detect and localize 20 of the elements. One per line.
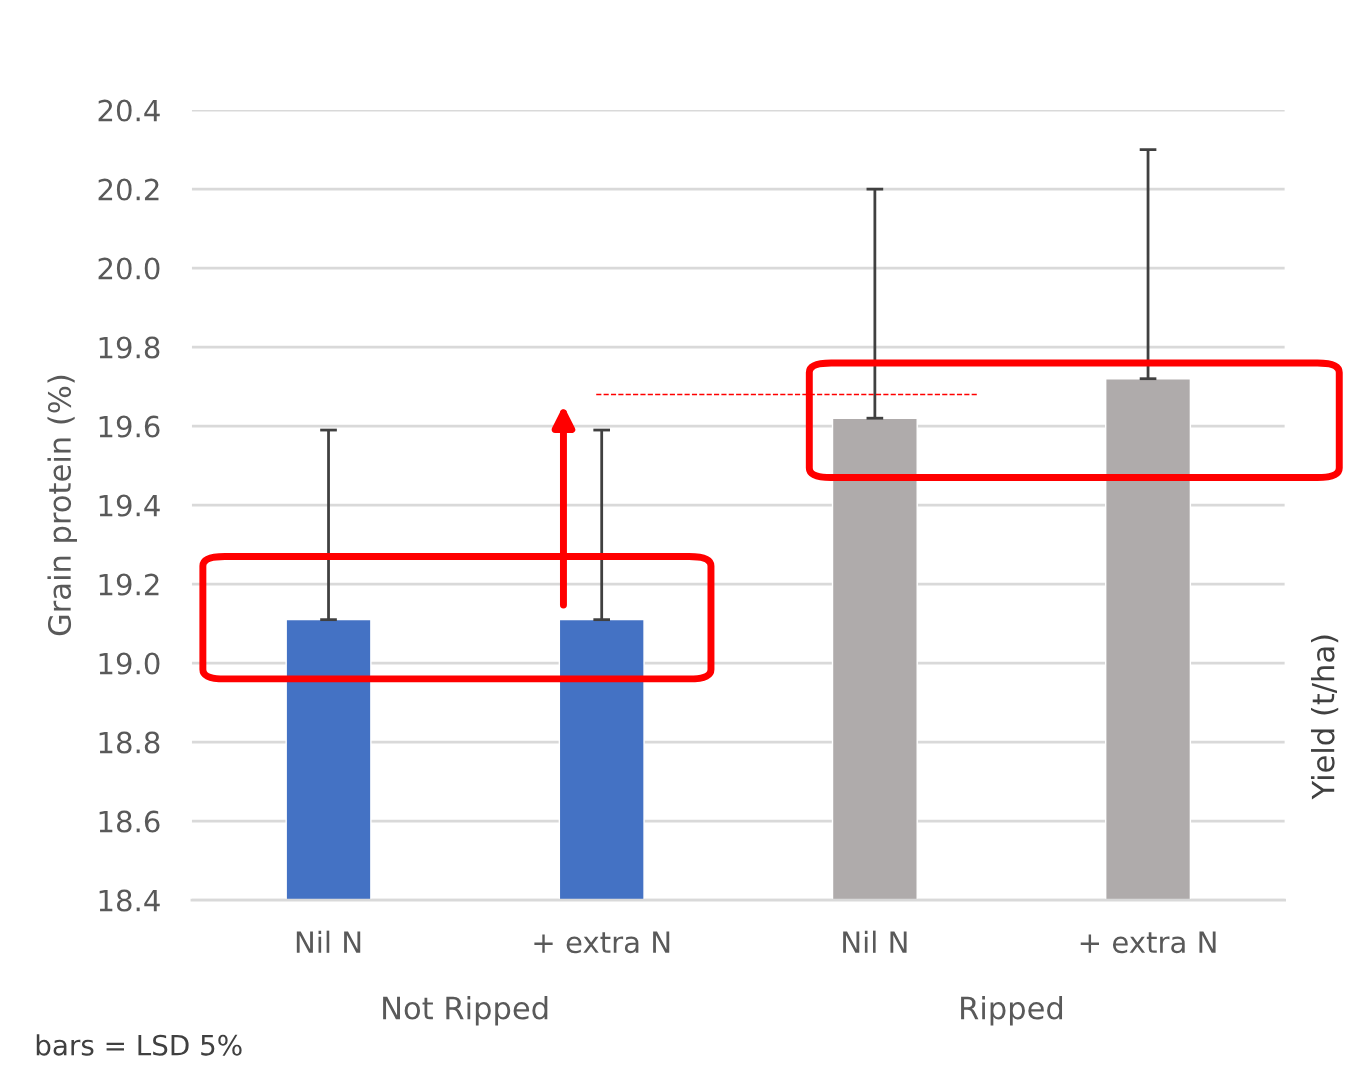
y-tick-label: 20.2 (98, 178, 159, 201)
text: Ripped (961, 995, 1063, 1026)
y-axis-title: Grain protein (%) (47, 375, 77, 636)
text: bars = LSD 5% (36, 1034, 242, 1056)
y-tick-label: 18.4 (99, 889, 160, 912)
y-tick-label: 18.6 (99, 810, 160, 833)
y-tick-label: 19.4 (99, 494, 160, 517)
y-tick-label: 20.4 (98, 99, 160, 122)
y-tick-label: 19.8 (99, 336, 160, 359)
y-tick-label: 19.2 (99, 573, 159, 596)
x-tick-label: Nil N (296, 930, 361, 953)
text: Yield (t/ha) (1310, 635, 1339, 800)
y-tick-label: 18.8 (99, 731, 160, 754)
x-tick-label: Nil N (843, 930, 907, 953)
y-tick-label: 19.0 (99, 652, 160, 675)
y-tick-label: 19.6 (99, 415, 160, 438)
text: Not Ripped (383, 995, 548, 1026)
y-tick-label: 20.0 (98, 257, 160, 280)
x-tick-label: + extra N (534, 931, 670, 954)
x-tick-label: + extra N (1080, 931, 1216, 954)
